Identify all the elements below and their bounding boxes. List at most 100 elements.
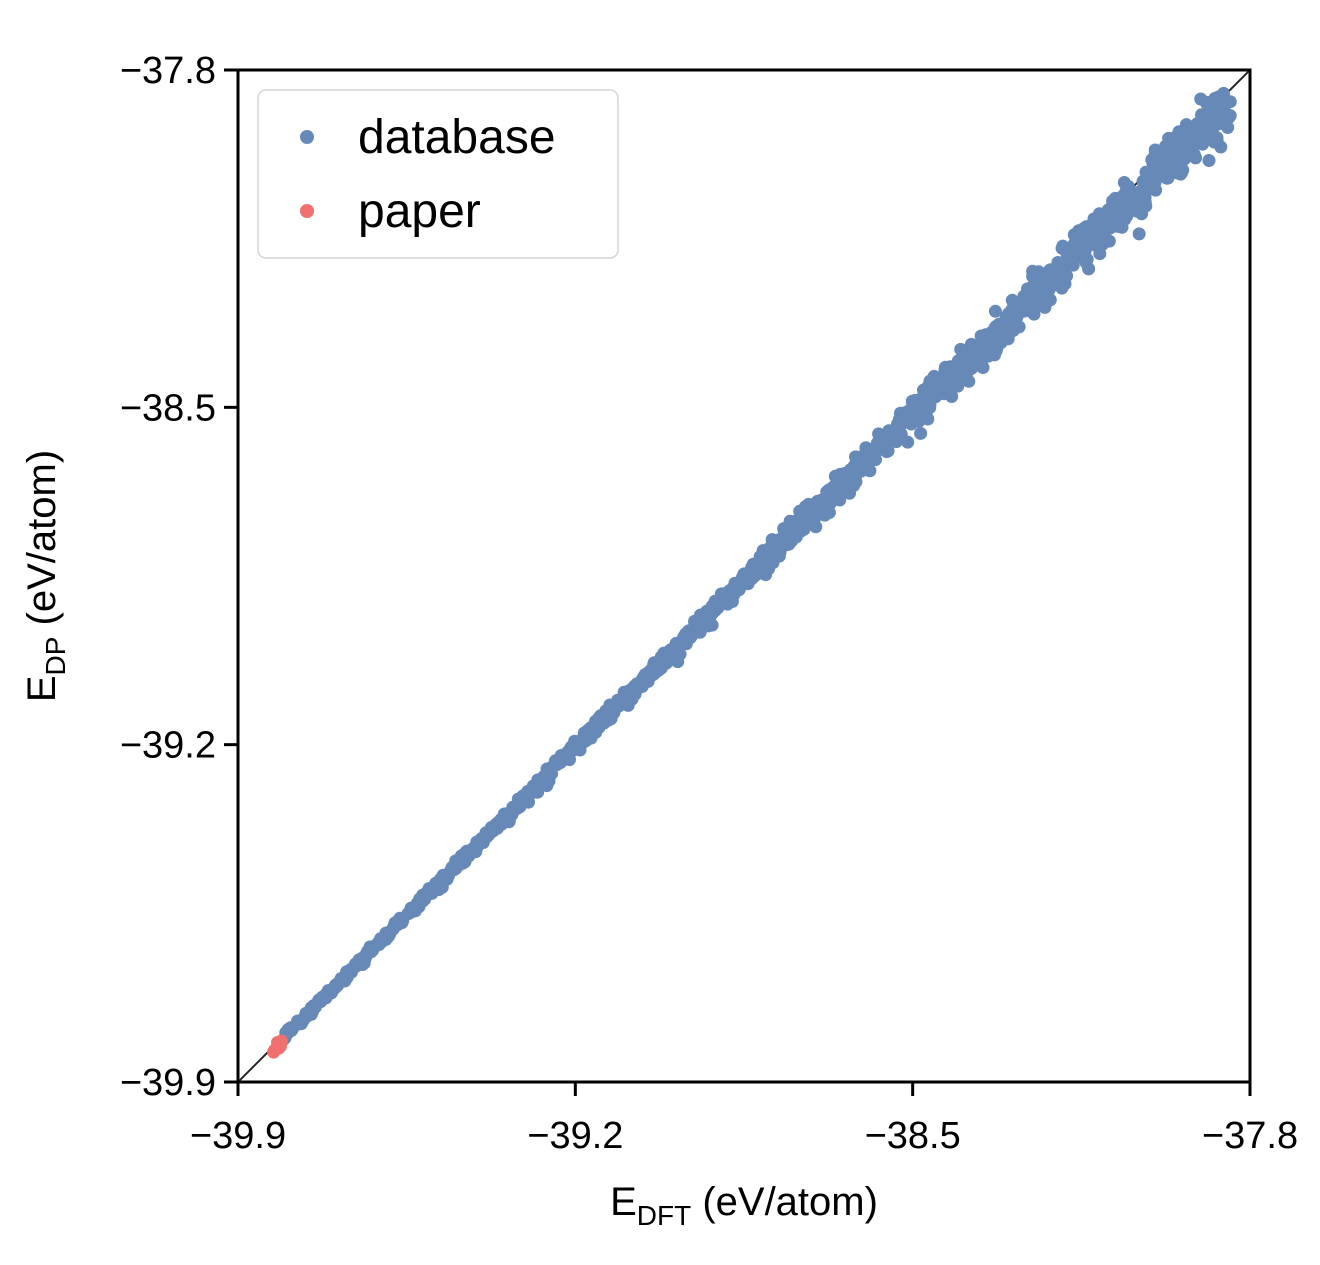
- data-point-database: [338, 974, 352, 988]
- data-point-database: [1040, 272, 1053, 286]
- data-point-database: [1210, 134, 1224, 148]
- data-point-database: [810, 500, 824, 513]
- data-point-database: [1209, 92, 1223, 106]
- data-point-database: [1103, 207, 1116, 221]
- data-point-database: [757, 550, 771, 564]
- data-point-database: [1033, 296, 1046, 310]
- data-point-database: [1135, 207, 1149, 221]
- x-tick-label: −37.8: [1202, 1115, 1298, 1157]
- data-point-database: [914, 426, 928, 440]
- legend: database paper: [257, 89, 619, 259]
- data-point-database: [449, 861, 463, 875]
- data-point-database: [372, 938, 386, 951]
- data-point-database: [1154, 160, 1168, 174]
- data-point-database: [1042, 283, 1056, 297]
- data-point-database: [561, 746, 575, 760]
- data-point-database: [284, 1022, 298, 1036]
- data-point-database: [886, 427, 900, 441]
- data-point-database: [588, 722, 602, 735]
- data-point-database: [949, 362, 963, 375]
- data-point-database: [833, 480, 847, 494]
- data-point-database: [1164, 159, 1178, 173]
- data-point-database: [1197, 128, 1210, 142]
- data-point-database: [1079, 256, 1093, 270]
- data-point-database: [1005, 293, 1019, 307]
- y-tick-label: −39.2: [120, 725, 216, 767]
- x-tick-label: −39.9: [190, 1115, 286, 1157]
- data-point-database: [706, 606, 720, 620]
- data-point-database: [684, 628, 698, 642]
- data-point-database: [671, 655, 685, 669]
- data-point-database: [549, 754, 563, 768]
- data-point-database: [579, 734, 593, 748]
- data-point-database: [1133, 191, 1147, 205]
- data-point-database: [797, 522, 811, 536]
- x-tick-label: −39.2: [527, 1115, 623, 1157]
- data-point-database: [925, 378, 938, 392]
- data-point-database: [748, 565, 762, 579]
- data-point-database: [1006, 324, 1020, 337]
- data-point-database: [392, 913, 406, 927]
- data-point-database: [774, 539, 788, 553]
- data-point-database: [511, 792, 525, 806]
- data-point-database: [938, 375, 952, 389]
- data-point-database: [410, 896, 424, 910]
- data-point-database: [1147, 181, 1161, 195]
- data-point-database: [623, 694, 637, 708]
- legend-frame: [257, 89, 619, 259]
- data-point-database: [536, 777, 550, 791]
- x-tick-label: −38.5: [865, 1115, 961, 1157]
- data-point-database: [603, 703, 617, 717]
- data-point-database: [920, 410, 934, 424]
- data-point-database: [833, 493, 847, 507]
- data-point-database: [735, 577, 749, 591]
- data-point-database: [1132, 227, 1146, 241]
- y-tick-label: −39.9: [120, 1062, 216, 1104]
- data-point-database: [523, 785, 537, 799]
- data-point-database: [982, 336, 996, 350]
- data-point-database: [654, 658, 668, 671]
- data-point-database: [643, 664, 657, 678]
- y-tick-label: −37.8: [120, 50, 216, 92]
- data-point-database: [798, 507, 812, 521]
- data-point-database: [1066, 258, 1080, 272]
- x-axis-label: EDFT (eV/atom): [610, 1180, 878, 1231]
- data-point-database: [1202, 154, 1216, 167]
- data-point-paper: [271, 1041, 285, 1055]
- data-point-database: [1027, 307, 1041, 321]
- y-axis-label: EDP (eV/atom): [20, 450, 71, 702]
- y-tick-label: −38.5: [120, 387, 216, 429]
- data-point-database: [714, 587, 728, 601]
- legend-marker-paper: [300, 204, 314, 218]
- data-point-database: [319, 987, 333, 1001]
- data-point-database: [1021, 296, 1035, 310]
- data-point-database: [506, 804, 520, 818]
- legend-marker-database: [300, 130, 314, 144]
- data-point-database: [859, 441, 873, 455]
- data-point-database: [641, 674, 655, 688]
- data-point-database: [542, 765, 556, 779]
- y-axis-ticks: −39.9 −39.2 −38.5 −37.8: [120, 50, 238, 1104]
- data-point-database: [1118, 212, 1132, 226]
- data-point-database: [913, 393, 927, 407]
- data-point-database: [626, 681, 640, 695]
- data-point-database: [881, 438, 895, 452]
- data-point-database: [971, 343, 985, 356]
- legend-label-paper: paper: [358, 185, 481, 238]
- data-point-database: [454, 849, 468, 863]
- data-point-database: [1200, 96, 1213, 110]
- data-point-database: [988, 304, 1002, 318]
- data-point-database: [1093, 247, 1107, 261]
- data-point-database: [487, 824, 501, 837]
- data-point-database: [1221, 109, 1235, 123]
- data-point-database: [1179, 118, 1193, 132]
- plot-frame: [236, 68, 1252, 1084]
- x-axis-ticks: −39.9 −39.2 −38.5 −37.8: [190, 1082, 1298, 1157]
- data-points-layer: [267, 86, 1237, 1059]
- data-point-database: [1116, 189, 1129, 203]
- data-point-database: [838, 467, 852, 480]
- data-point-database: [358, 951, 372, 965]
- data-point-database: [1072, 236, 1086, 250]
